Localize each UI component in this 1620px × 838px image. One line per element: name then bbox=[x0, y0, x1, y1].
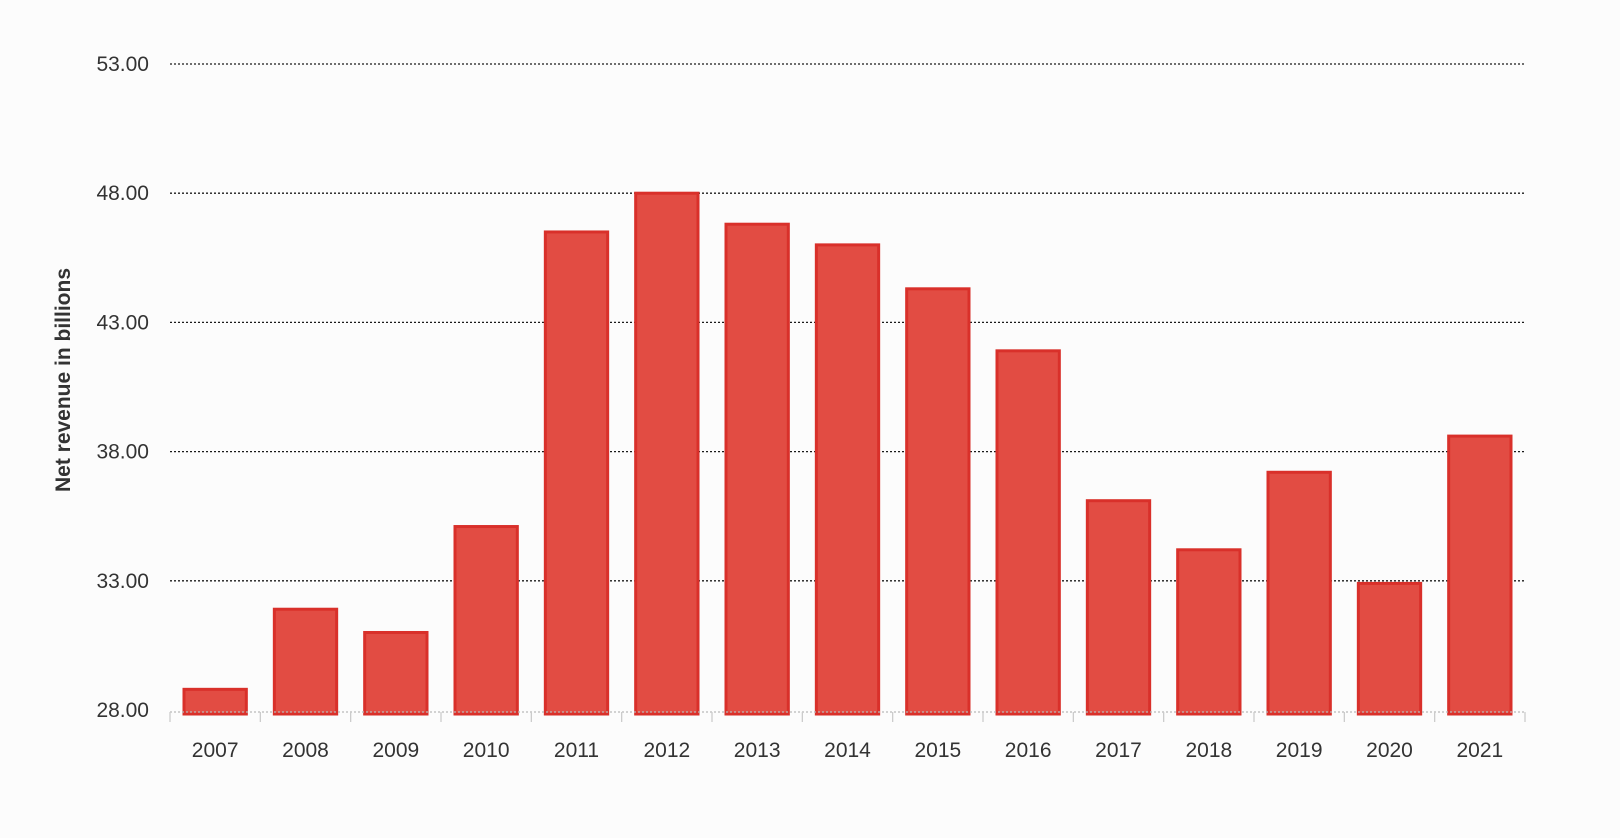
x-tick-label: 2010 bbox=[463, 739, 510, 762]
x-tick-label: 2015 bbox=[914, 739, 961, 762]
y-tick-label: 33.00 bbox=[96, 570, 149, 593]
bar-2009[interactable] bbox=[363, 630, 429, 716]
bar-2007[interactable] bbox=[182, 687, 248, 716]
x-axis bbox=[169, 711, 1526, 722]
y-tick-label: 43.00 bbox=[96, 311, 149, 334]
x-tick-label: 2013 bbox=[734, 739, 781, 762]
bar-2008[interactable] bbox=[272, 607, 339, 716]
bar-2018[interactable] bbox=[1176, 548, 1242, 716]
x-tick-label: 2014 bbox=[824, 739, 871, 762]
bar-2020[interactable] bbox=[1356, 581, 1423, 716]
x-tick-label: 2007 bbox=[192, 739, 239, 762]
x-tick-label: 2012 bbox=[643, 739, 690, 762]
bar-2019[interactable] bbox=[1266, 470, 1332, 716]
x-tick-label: 2016 bbox=[1005, 739, 1052, 762]
y-tick-label: 28.00 bbox=[96, 699, 149, 722]
bar-2017[interactable] bbox=[1085, 499, 1152, 716]
bars bbox=[182, 191, 1513, 716]
x-tick-label: 2011 bbox=[554, 739, 599, 762]
x-tick-label: 2021 bbox=[1456, 739, 1503, 762]
bar-2015[interactable] bbox=[905, 287, 971, 716]
x-tick-label: 2020 bbox=[1366, 739, 1413, 762]
x-axis-ticks: 2007 2008 2009 2010 2011 2012 2013 2014 2015 2016… bbox=[192, 739, 1503, 762]
bar-2021[interactable] bbox=[1447, 434, 1513, 716]
x-tick-label: 2019 bbox=[1276, 739, 1323, 762]
x-tick-label: 2018 bbox=[1185, 739, 1232, 762]
bar-2013[interactable] bbox=[724, 222, 790, 716]
bar-2012[interactable] bbox=[634, 191, 700, 716]
bar-2011[interactable] bbox=[543, 230, 610, 716]
y-tick-label: 53.00 bbox=[96, 53, 149, 76]
y-tick-label: 38.00 bbox=[96, 441, 149, 464]
x-tick-label: 2017 bbox=[1095, 739, 1142, 762]
bar-2010[interactable] bbox=[453, 525, 519, 716]
y-axis-ticks: 28.00 33.00 38.00 43.00 48.00 53.00 bbox=[96, 53, 149, 722]
bar-2014[interactable] bbox=[814, 243, 881, 716]
x-tick-label: 2009 bbox=[372, 739, 419, 762]
y-tick-label: 48.00 bbox=[96, 182, 149, 205]
x-tick-label: 2008 bbox=[282, 739, 329, 762]
y-axis-title: Net revenue in billions bbox=[52, 268, 75, 492]
bar-2016[interactable] bbox=[995, 349, 1061, 716]
